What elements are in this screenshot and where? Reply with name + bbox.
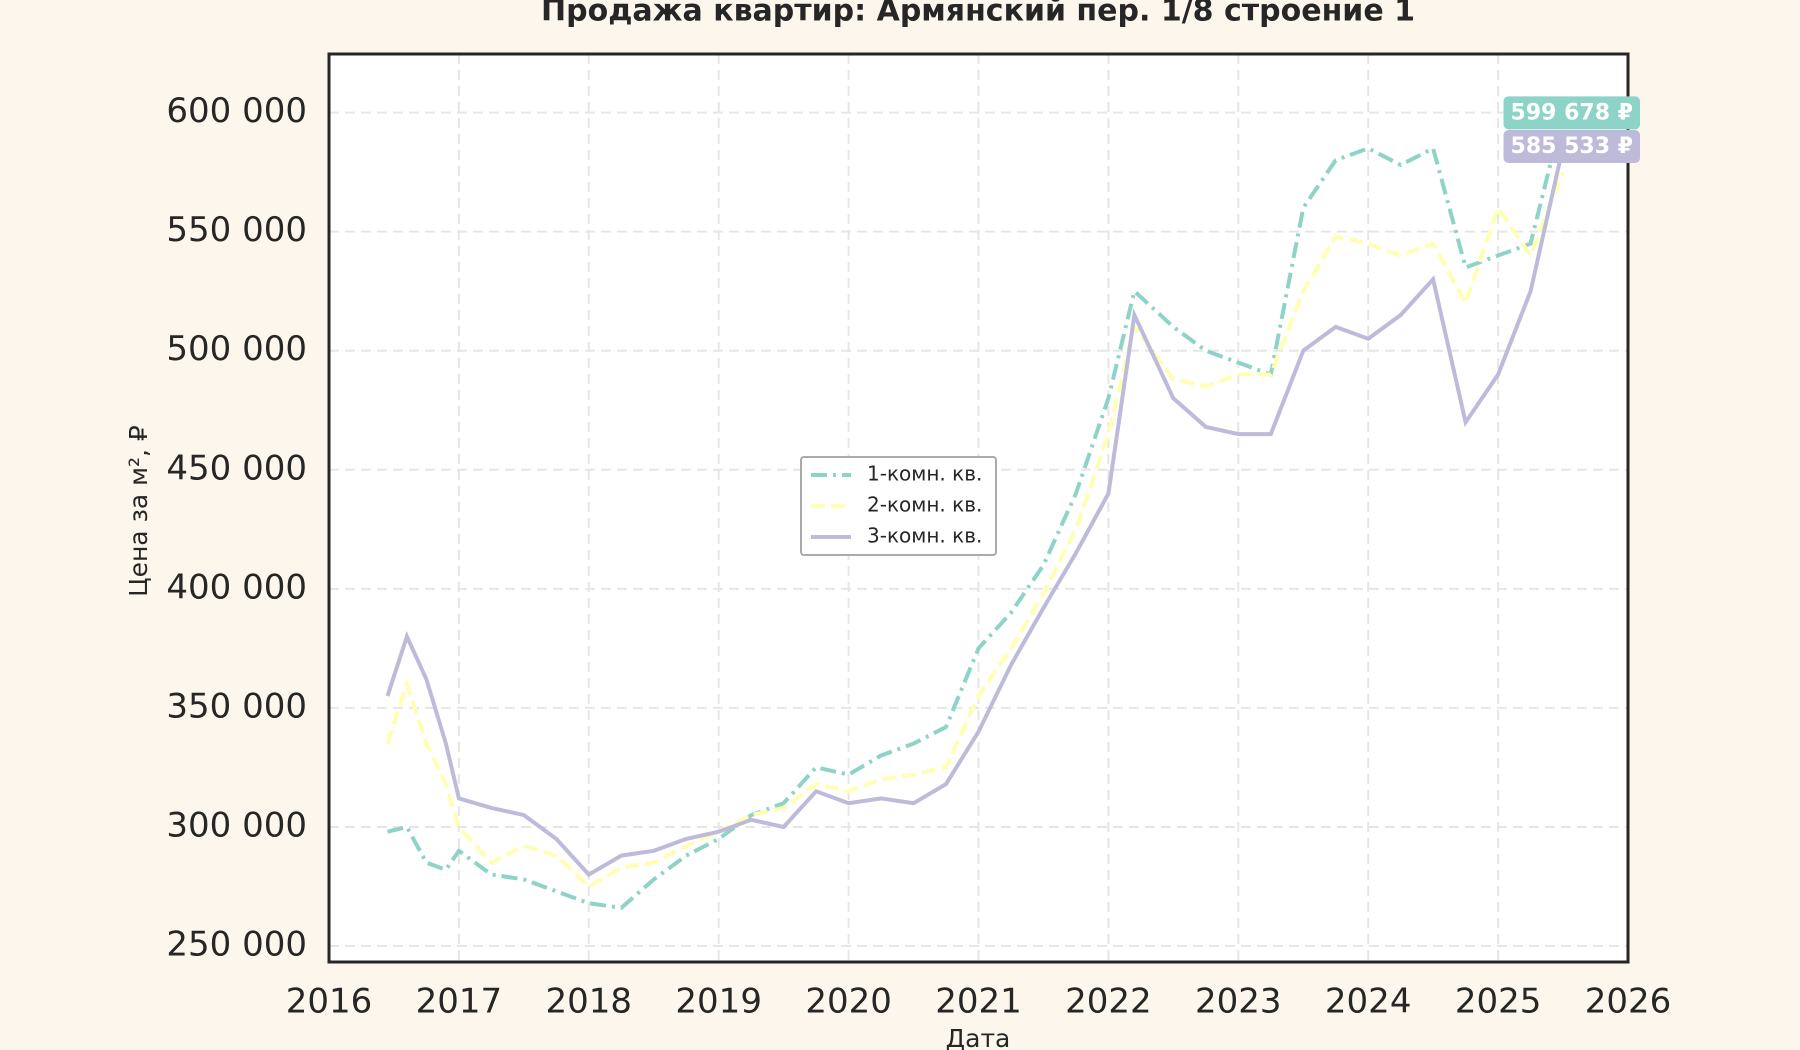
y-tick-label: 400 000 bbox=[166, 567, 307, 607]
y-tick-label: 550 000 bbox=[166, 210, 307, 250]
x-tick-label: 2017 bbox=[416, 982, 503, 1022]
x-tick-label: 2022 bbox=[1065, 982, 1152, 1022]
y-tick-label: 600 000 bbox=[166, 91, 307, 131]
legend-label: 1-комн. кв. bbox=[867, 462, 982, 486]
legend-label: 3-комн. кв. bbox=[867, 524, 982, 548]
y-tick-label: 250 000 bbox=[166, 925, 307, 965]
y-tick-label: 450 000 bbox=[166, 448, 307, 488]
y-tick-label: 300 000 bbox=[166, 805, 307, 845]
y-axis-label: Цена за м², ₽ bbox=[124, 425, 153, 597]
x-tick-label: 2019 bbox=[675, 982, 762, 1022]
series-line bbox=[387, 112, 1565, 911]
end-label-text: 585 533 ₽ bbox=[1511, 134, 1633, 159]
x-tick-label: 2026 bbox=[1585, 982, 1672, 1022]
x-tick-label: 2018 bbox=[546, 982, 633, 1022]
end-label-box bbox=[1503, 96, 1640, 130]
end-label-text: 599 678 ₽ bbox=[1511, 100, 1633, 125]
y-tick-label: 500 000 bbox=[166, 329, 307, 369]
x-axis-label: Дата bbox=[946, 1024, 1011, 1050]
legend-box bbox=[800, 456, 997, 556]
x-tick-label: 2025 bbox=[1455, 982, 1542, 1022]
end-label-box bbox=[1503, 130, 1640, 164]
x-tick-label: 2023 bbox=[1195, 982, 1282, 1022]
y-tick-label: 350 000 bbox=[166, 686, 307, 726]
x-tick-label: 2020 bbox=[805, 982, 892, 1022]
x-tick-label: 2024 bbox=[1325, 982, 1412, 1022]
end-label: 585 533 ₽ bbox=[1503, 130, 1640, 164]
chart-title: Продажа квартир: Армянский пер. 1/8 стро… bbox=[541, 0, 1415, 29]
series-line bbox=[385, 146, 1565, 878]
x-tick-label: 2021 bbox=[935, 982, 1022, 1022]
plot-frame bbox=[327, 52, 1630, 964]
legend: 1-комн. кв. 2-комн. кв. 3-комн. кв. bbox=[800, 456, 997, 556]
series-line bbox=[385, 171, 1565, 889]
legend-label: 2-комн. кв. bbox=[867, 493, 982, 517]
end-label: 599 678 ₽ bbox=[1503, 96, 1640, 130]
x-tick-label: 2016 bbox=[286, 982, 373, 1022]
